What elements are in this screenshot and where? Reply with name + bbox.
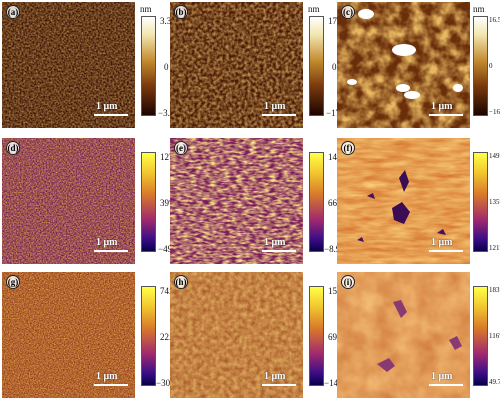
colorbar-min-g: −30.1°	[156, 378, 181, 388]
scale-bar-label-c: 1 μm	[431, 101, 453, 112]
panel-tag-i: (i)	[341, 275, 355, 289]
panel-tag-b: (b)	[174, 5, 188, 19]
panel-tag-h: (h)	[174, 275, 188, 289]
colorbar-min-i: 49.7°	[489, 378, 500, 386]
colorbar-min-e: −8.96°	[324, 244, 349, 254]
colorbar-i	[473, 286, 488, 386]
afm-panel-i: (i) 1 μm	[337, 272, 470, 398]
afm-panel-f: (f) 1 μm	[337, 138, 470, 264]
afm-panel-d: (d) 1 μm	[2, 138, 135, 264]
afm-image-i	[337, 272, 470, 398]
scale-bar-i	[429, 384, 463, 386]
panel-tag-f: (f)	[341, 141, 355, 155]
colorbar-max-d: 127°	[160, 152, 178, 162]
scale-bar-b	[262, 114, 296, 116]
colorbar-mid-a: 0	[164, 62, 169, 72]
colorbar-d	[141, 152, 156, 252]
colorbar-mid-i: 116°	[489, 332, 500, 340]
colorbar-mid-d: 39°	[160, 198, 173, 208]
afm-image-c	[337, 2, 470, 128]
colorbar-min-b: −17.5	[326, 108, 347, 118]
afm-panel-b: (b) 1 μm	[170, 2, 303, 128]
colorbar-min-a: −3.35	[158, 108, 179, 118]
afm-panel-c: (c) 1 μm	[337, 2, 470, 128]
colorbar-max-a: 3.35	[160, 16, 176, 26]
colorbar-mid-b: 0	[332, 62, 337, 72]
afm-panel-e: (e) 1 μm	[170, 138, 303, 264]
colorbar-f	[473, 152, 488, 252]
scale-bar-label-e: 1 μm	[264, 237, 286, 248]
colorbar-max-c: 16.5	[489, 16, 500, 24]
scale-bar-d	[94, 250, 128, 252]
afm-panel-g: (g) 1 μm	[2, 272, 135, 398]
colorbar-unit-a: nm	[140, 4, 152, 14]
scale-bar-c	[429, 114, 463, 116]
colorbar-max-e: 141°	[328, 152, 346, 162]
colorbar-max-h: 154°	[328, 286, 346, 296]
afm-image-e	[170, 138, 303, 264]
afm-image-h	[170, 272, 303, 398]
colorbar-unit-c: nm	[473, 4, 485, 14]
colorbar-b	[309, 16, 324, 116]
colorbar-max-f: 149°	[489, 152, 500, 160]
afm-image-d	[2, 138, 135, 264]
colorbar-mid-g: 22.2°	[160, 332, 180, 342]
afm-image-g	[2, 272, 135, 398]
colorbar-h	[309, 286, 324, 386]
colorbar-max-b: 17.5	[328, 16, 344, 26]
panel-tag-g: (g)	[6, 275, 20, 289]
scale-bar-g	[94, 384, 128, 386]
panel-tag-d: (d)	[6, 141, 20, 155]
afm-image-f	[337, 138, 470, 264]
scale-bar-label-g: 1 μm	[96, 371, 118, 382]
scale-bar-f	[429, 250, 463, 252]
scale-bar-h	[262, 384, 296, 386]
colorbar-a	[141, 16, 156, 116]
colorbar-mid-f: 135°	[489, 198, 500, 206]
afm-panel-h: (h) 1 μm	[170, 272, 303, 398]
scale-bar-label-d: 1 μm	[96, 237, 118, 248]
colorbar-max-i: 183°	[489, 286, 500, 294]
colorbar-max-g: 74.5°	[160, 286, 180, 296]
scale-bar-label-i: 1 μm	[431, 371, 453, 382]
scale-bar-label-h: 1 μm	[264, 371, 286, 382]
colorbar-mid-e: 66°	[328, 198, 341, 208]
scale-bar-label-f: 1 μm	[431, 237, 453, 248]
scale-bar-label-a: 1 μm	[96, 101, 118, 112]
colorbar-e	[309, 152, 324, 252]
colorbar-g	[141, 286, 156, 386]
panel-tag-a: (a)	[6, 5, 20, 19]
scale-bar-e	[262, 250, 296, 252]
colorbar-mid-c: 0	[489, 62, 493, 70]
afm-image-a	[2, 2, 135, 128]
colorbar-c	[473, 16, 488, 116]
colorbar-min-c: −16.5	[489, 108, 500, 116]
scale-bar-a	[94, 114, 128, 116]
colorbar-unit-b: nm	[308, 4, 320, 14]
colorbar-min-h: −14.2°	[324, 378, 349, 388]
panel-tag-c: (c)	[341, 5, 355, 19]
panel-tag-e: (e)	[174, 141, 188, 155]
afm-panel-a: (a) 1 μm	[2, 2, 135, 128]
colorbar-min-f: 121°	[489, 244, 500, 252]
afm-image-b	[170, 2, 303, 128]
colorbar-min-d: −49°	[158, 244, 176, 254]
scale-bar-label-b: 1 μm	[264, 101, 286, 112]
